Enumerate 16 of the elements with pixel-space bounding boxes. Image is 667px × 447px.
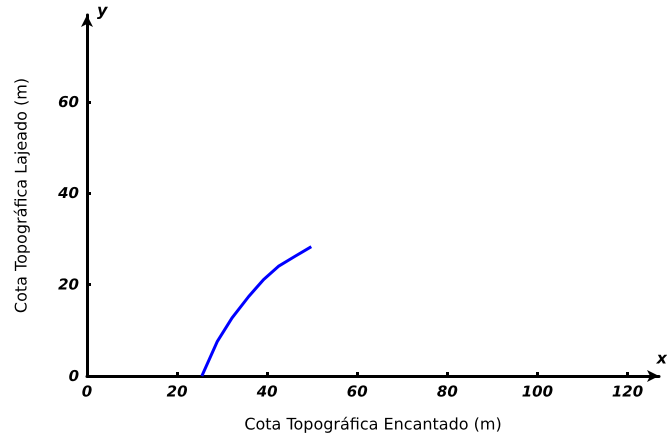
x-axis-title: Cota Topográfica Encantado (m) xyxy=(244,414,502,434)
line-series xyxy=(200,245,313,378)
y-tick-label: 40 xyxy=(57,184,79,202)
x-tick-label: 0 xyxy=(82,382,92,400)
y-tick-label: 0 xyxy=(68,367,79,385)
x-tick-label: 80 xyxy=(436,382,458,400)
annotation: y xyxy=(97,0,108,20)
x-tick-label: 20 xyxy=(166,382,188,400)
x-tick-label: 120 xyxy=(612,382,644,400)
x-tick-label: 60 xyxy=(346,382,368,400)
y-axis-title: Cota Topográfica Lajeado (m) xyxy=(12,78,30,314)
x-tick-label: 40 xyxy=(256,382,278,400)
y-tick-label: 20 xyxy=(58,276,79,294)
y-tick-label: 60 xyxy=(58,92,79,111)
annotation: x xyxy=(656,348,667,368)
x-tick-label: 100 xyxy=(522,382,554,400)
